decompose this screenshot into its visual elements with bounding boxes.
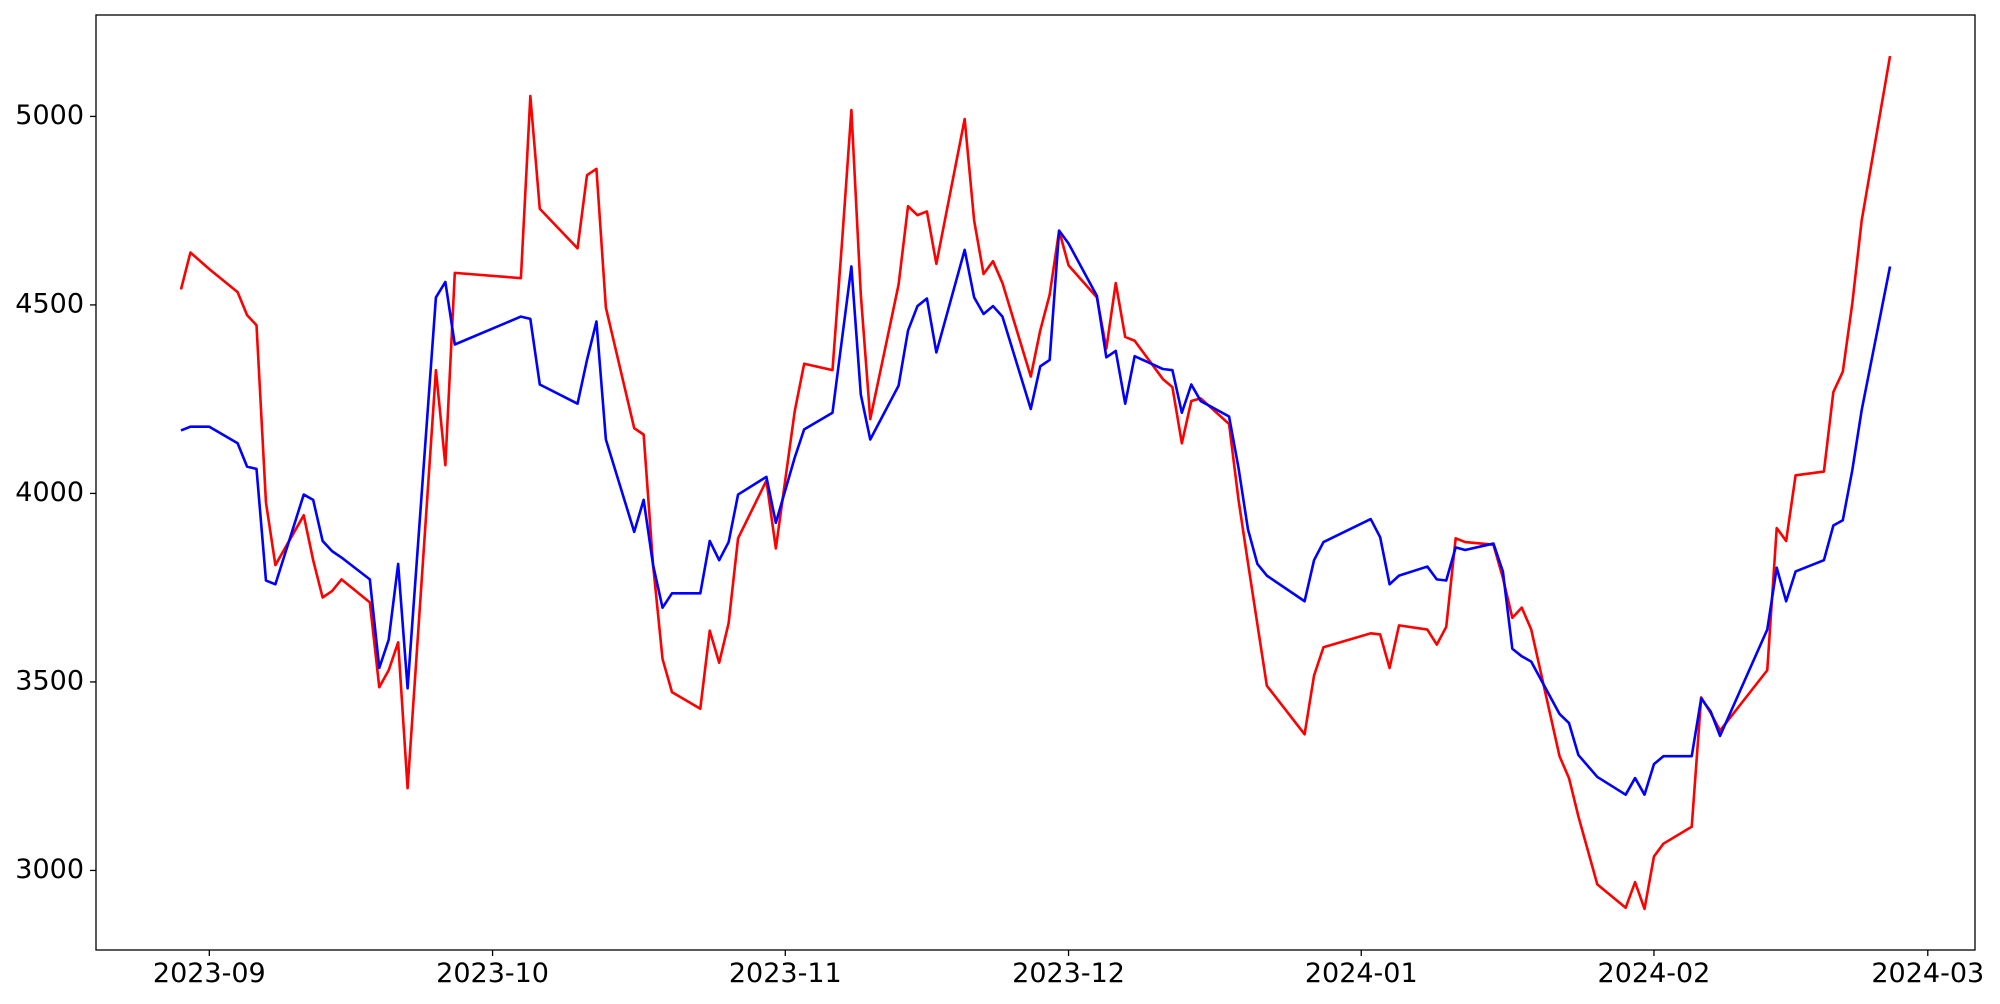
x-tick-label: 2023-10 — [436, 958, 549, 989]
x-tick-label: 2023-12 — [1012, 958, 1125, 989]
data-line — [180, 229, 1892, 796]
y-tick-label: 5000 — [15, 100, 84, 131]
y-tick-label: 3500 — [15, 665, 84, 696]
y-tick-label: 4000 — [15, 477, 84, 508]
data-line — [179, 55, 1892, 911]
x-tick-label: 2023-11 — [729, 958, 842, 989]
x-tick-label: 2024-01 — [1305, 958, 1418, 989]
x-tick-label: 2024-02 — [1598, 958, 1711, 989]
y-tick-label: 4500 — [15, 288, 84, 319]
plot-frame — [95, 14, 1976, 951]
x-tick-label: 2024-03 — [1871, 958, 1984, 989]
x-tick-label: 2023-09 — [153, 958, 266, 989]
y-tick-label: 3000 — [15, 854, 84, 885]
